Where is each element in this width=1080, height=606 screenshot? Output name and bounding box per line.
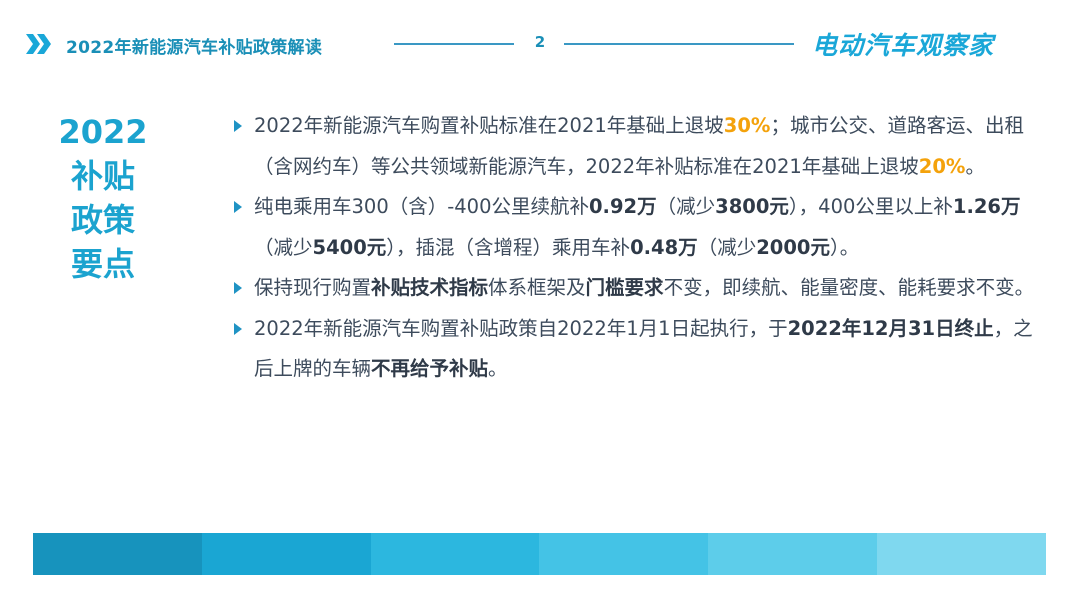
bold-value: 0.48万: [630, 235, 698, 259]
bold-phrase: 不再给予补贴: [371, 357, 489, 380]
bullet-arrow-icon: [234, 201, 242, 213]
page-number: 2: [534, 33, 546, 51]
bold-value: 2000元: [756, 235, 830, 259]
bullet-text: ），插混（含增程）乘用车补: [386, 235, 631, 259]
bullet-item: 2022年新能源汽车购置补贴政策自2022年1月1日起执行，于2022年12月3…: [232, 309, 1052, 390]
header-divider-right: [564, 43, 794, 45]
bold-value: 3800元: [715, 195, 789, 218]
bullet-text: 2022年新能源汽车购置补贴政策自2022年1月1日起执行，于: [254, 316, 788, 340]
footer-bar-segment: [877, 533, 1046, 575]
double-chevron-right-icon: [26, 34, 51, 54]
bullet-arrow-icon: [234, 120, 242, 132]
section-title-line: 要点: [70, 245, 135, 283]
bullet-text: ），400公里以上补: [788, 195, 953, 218]
bullet-item: 2022年新能源汽车购置补贴标准在2021年基础上退坡30%；城市公交、道路客运…: [232, 106, 1052, 187]
bullet-text: 2022年新能源汽车购置补贴标准在2021年基础上退坡: [254, 114, 724, 137]
bullet-text: ）。: [829, 235, 860, 259]
bullet-text: 纯电乘用车300（含）-400公里续航补: [254, 195, 589, 218]
bold-phrase: 2022年12月31日终止: [787, 316, 994, 340]
header-divider-left: [394, 43, 514, 45]
bullet-text: 不变，即续航、能量密度、能耗要求不变。: [663, 276, 1035, 299]
highlight-percent: 30%: [723, 114, 771, 137]
bullet-text: ，之后上牌的车辆: [254, 316, 1033, 381]
bullet-arrow-icon: [234, 322, 242, 335]
bullet-text: 。: [965, 154, 985, 178]
bullet-list: 2022年新能源汽车购置补贴标准在2021年基础上退坡30%；城市公交、道路客运…: [232, 106, 1052, 390]
section-title: 2022 补贴 政策 要点: [58, 110, 148, 286]
section-title-line: 2022: [58, 113, 148, 151]
footer-bar-segment: [33, 533, 202, 575]
footer-bar-segment: [708, 533, 878, 575]
footer-bar-segment: [539, 533, 709, 575]
bullet-text: 。: [488, 357, 508, 380]
footer-bar-segment: [201, 533, 371, 575]
header-title: 2022年新能源汽车补贴政策解读: [66, 38, 323, 58]
bullet-text: （减少: [254, 235, 313, 259]
bullet-text: （减少: [656, 195, 716, 218]
footer-gradient-bar: [33, 533, 1046, 575]
bullet-item: 纯电乘用车300（含）-400公里续航补0.92万（减少3800元），400公里…: [232, 187, 1052, 268]
header: 2022年新能源汽车补贴政策解读 2 电动汽车观察家: [0, 0, 1080, 80]
bold-phrase: 补贴技术指标: [371, 276, 489, 299]
bullet-text: ；城市公交、道路客运、出租（含网约车）等公共领域新能源汽车，2022年补贴标准在…: [254, 114, 1024, 178]
bold-phrase: 门槛要求: [585, 276, 664, 299]
bullet-text: 体系框架及: [488, 276, 586, 299]
section-title-line: 政策: [70, 201, 135, 239]
bullet-arrow-icon: [234, 282, 242, 294]
bold-value: 5400元: [312, 235, 387, 259]
bold-value: 0.92万: [588, 195, 657, 218]
brand-logo: 电动汽车观察家: [812, 31, 995, 60]
bold-value: 1.26万: [952, 195, 1021, 218]
bullet-text: （减少: [697, 235, 757, 259]
footer-bar-segment: [370, 533, 540, 575]
section-title-line: 补贴: [70, 157, 135, 195]
bullet-item: 保持现行购置补贴技术指标体系框架及门槛要求不变，即续航、能量密度、能耗要求不变。: [232, 268, 1052, 309]
highlight-percent: 20%: [918, 154, 966, 178]
bullet-text: 保持现行购置: [254, 276, 372, 299]
